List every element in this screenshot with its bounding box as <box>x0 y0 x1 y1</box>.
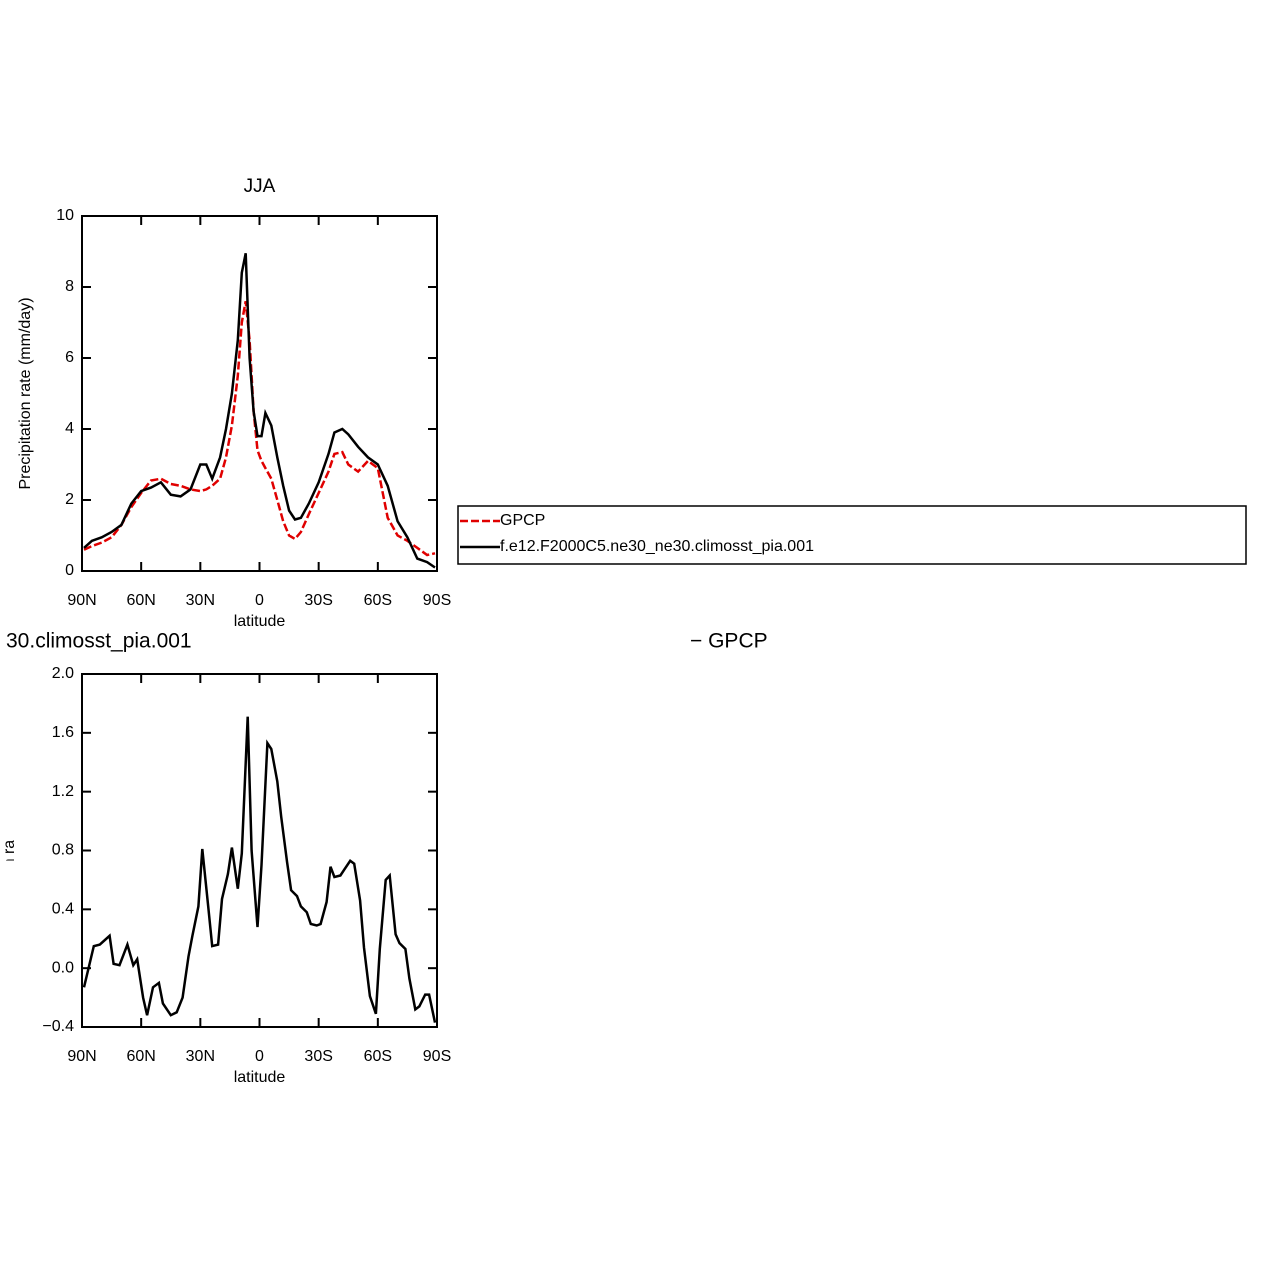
x-tick-label: 0 <box>255 1048 264 1065</box>
y-axis-label: Precipitation rate (mm/day) <box>1 754 18 946</box>
legend-label: GPCP <box>500 512 545 529</box>
y-tick-label: 2 <box>65 491 74 508</box>
y-tick-label: 0.4 <box>52 901 74 918</box>
x-tick-label: 60S <box>364 1048 392 1065</box>
y-tick-label: 10 <box>56 207 74 224</box>
y-tick-label: 0.0 <box>52 959 74 976</box>
legend-label: f.e12.F2000C5.ne30_ne30.climosst_pia.001 <box>500 538 814 555</box>
x-tick-label: 0 <box>255 592 264 609</box>
y-tick-label: 2.0 <box>52 665 74 682</box>
x-tick-label: 30S <box>304 1048 332 1065</box>
y-tick-label: 8 <box>65 278 74 295</box>
x-tick-label: 60N <box>126 1048 155 1065</box>
y-axis-label: Precipitation rate (mm/day) <box>17 297 34 489</box>
x-tick-label: 90N <box>67 592 96 609</box>
legend-box <box>457 505 1247 565</box>
x-tick-label: 60N <box>126 592 155 609</box>
x-tick-label: 60S <box>364 592 392 609</box>
y-tick-label: 6 <box>65 349 74 366</box>
series-line <box>83 300 436 557</box>
x-tick-label: 30S <box>304 592 332 609</box>
y-tick-label: −0.4 <box>42 1018 74 1035</box>
chart-title: JJA <box>244 176 276 197</box>
plot-frame <box>81 215 438 572</box>
plot-frame <box>81 673 438 1028</box>
y-tick-label: 4 <box>65 420 74 437</box>
chart-subtitle: − GPCP <box>690 630 768 653</box>
y-tick-label: 1.2 <box>52 783 74 800</box>
y-tick-label: 1.6 <box>52 724 74 741</box>
x-tick-label: 90S <box>423 592 451 609</box>
x-axis-label: latitude <box>234 613 286 630</box>
y-tick-label: 0 <box>65 562 74 579</box>
x-tick-label: 30N <box>186 1048 215 1065</box>
y-tick-label: 0.8 <box>52 842 74 859</box>
x-tick-label: 30N <box>186 592 215 609</box>
series-line <box>82 716 437 1023</box>
x-tick-label: 90S <box>423 1048 451 1065</box>
series-line <box>83 253 436 569</box>
chart-title: 30.climosst_pia.001 <box>6 630 192 653</box>
x-tick-label: 90N <box>67 1048 96 1065</box>
x-axis-label: latitude <box>234 1069 286 1086</box>
